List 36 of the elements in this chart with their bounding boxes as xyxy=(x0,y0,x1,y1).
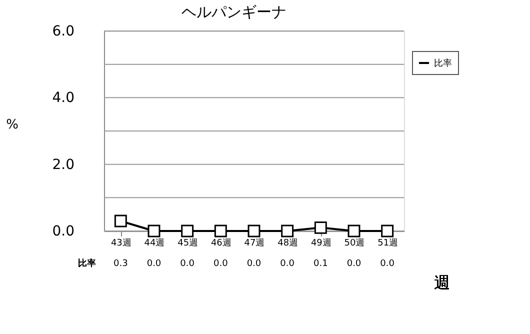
x-tick-label: 45週 xyxy=(178,238,198,248)
x-tick-label: 46週 xyxy=(210,238,232,248)
point xyxy=(348,224,360,238)
y-axis-title: % xyxy=(6,118,18,132)
x-tick-label: 44週 xyxy=(144,238,165,248)
data-label: 0.0 xyxy=(280,259,295,269)
y-tick-label: 4.0 xyxy=(52,90,74,106)
x-tick-label: 43週 xyxy=(110,238,132,248)
data-label: 0.0 xyxy=(214,259,228,269)
y-tick-label: 2.0 xyxy=(52,156,74,173)
point xyxy=(381,224,394,238)
data-label: 0.0 xyxy=(246,259,262,269)
x-tick-label: 49週 xyxy=(310,238,332,248)
data-label: 0.0 xyxy=(146,259,162,269)
chart-title: ヘルパンギーナ xyxy=(182,3,286,21)
data-label: 0.3 xyxy=(114,259,128,269)
point xyxy=(214,224,227,238)
x-tick-label: 50週 xyxy=(344,238,365,248)
point xyxy=(148,224,160,238)
data-label: 0.0 xyxy=(346,259,362,269)
data-label: 0.0 xyxy=(380,259,395,269)
text: 比率 xyxy=(78,259,96,269)
point xyxy=(181,224,194,238)
point xyxy=(114,214,127,228)
y-tick-label: 0.0 xyxy=(52,224,74,240)
legend-label: 比率 xyxy=(434,58,452,69)
x-axis-title: 週 xyxy=(434,273,450,292)
data-label: 0.0 xyxy=(180,259,195,269)
x-tick-label: 47週 xyxy=(244,238,265,248)
point xyxy=(248,224,260,238)
y-tick-label: 6.0 xyxy=(52,24,74,40)
x-tick-label: 48週 xyxy=(278,238,298,248)
x-tick-label: 51週 xyxy=(378,238,398,248)
data-label: 0.1 xyxy=(314,259,328,269)
point xyxy=(281,224,294,238)
point xyxy=(314,221,327,234)
